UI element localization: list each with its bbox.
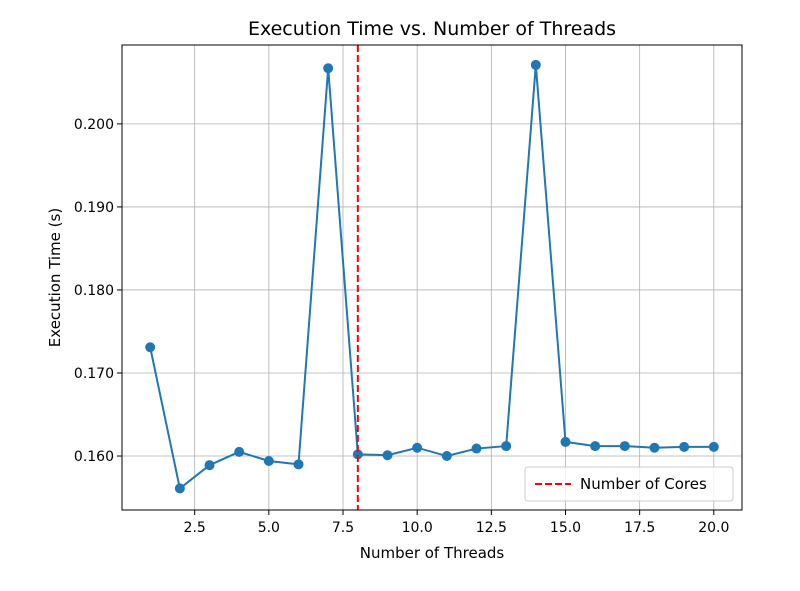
x-tick-label: 12.5 (476, 520, 507, 536)
x-tick-label: 7.5 (332, 520, 354, 536)
y-tick-label: 0.160 (74, 449, 114, 465)
x-tick-label: 5.0 (258, 520, 280, 536)
data-point (174, 483, 185, 494)
x-tick-label: 10.0 (402, 520, 433, 536)
x-tick-label: 15.0 (550, 520, 581, 536)
ticks: 2.5 5.0 7.5 10.0 12.5 15.0 17.5 20.0 0.160 0.170 0… (74, 117, 729, 536)
data-point (590, 441, 601, 452)
data-point (382, 450, 393, 461)
x-tick-label: 17.5 (624, 520, 655, 536)
data-point (649, 442, 660, 453)
y-tick-label: 0.180 (74, 283, 114, 299)
plot-area (145, 45, 719, 510)
legend-box (524, 466, 734, 502)
x-axis-label: Number of Threads (360, 544, 505, 562)
data-point (352, 449, 363, 460)
data-point (412, 442, 423, 453)
data-point (619, 441, 630, 452)
data-point (708, 441, 719, 452)
x-tick-label: 2.5 (184, 520, 206, 536)
data-point (204, 460, 215, 471)
data-point (441, 451, 452, 462)
data-point (234, 446, 245, 457)
x-tick-label: 20.0 (698, 520, 729, 536)
plot-frame (121, 44, 743, 511)
grid (122, 45, 742, 510)
y-tick-label: 0.190 (74, 200, 114, 216)
legend: Number of Cores (524, 466, 734, 502)
data-point (263, 456, 274, 467)
data-point (679, 441, 690, 452)
data-point (560, 436, 571, 447)
y-tick-label: 0.200 (74, 117, 114, 133)
y-tick-label: 0.170 (74, 366, 114, 382)
data-point (145, 342, 156, 353)
data-point (471, 443, 482, 454)
y-axis-label: Execution Time (s) (46, 208, 64, 347)
chart-title: Execution Time vs. Number of Threads (248, 18, 616, 40)
data-point (293, 459, 304, 470)
data-point (530, 59, 541, 70)
data-point (501, 441, 512, 452)
legend-label-number-of-cores: Number of Cores (580, 475, 707, 493)
data-point (323, 63, 334, 74)
